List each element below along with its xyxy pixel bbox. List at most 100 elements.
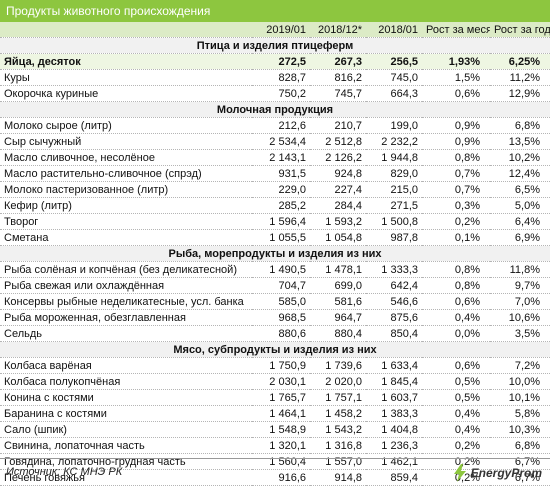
row-label: Свинина, лопаточная часть — [0, 437, 252, 454]
cell: 2 143,1 — [252, 149, 310, 166]
cell: 0,7% — [422, 181, 490, 198]
row-label: Рыба свежая или охлаждённая — [0, 277, 252, 294]
row-label: Печень говяжья — [0, 469, 252, 486]
cell: 10,0% — [490, 373, 550, 390]
data-row: Консервы рыбные неделикатесные, усл. бан… — [0, 293, 550, 310]
data-row: Молоко пастеризованное (литр) 229,0 227,4 2… — [0, 181, 550, 198]
cell: 664,3 — [366, 85, 422, 102]
cell: 7,2% — [490, 357, 550, 374]
section-row: Птица и изделия птицеферм — [0, 37, 550, 54]
cell: 284,4 — [310, 197, 366, 214]
data-row: Сыр сычужный 2 534,4 2 512,8 2 232,2 0,9% 13,… — [0, 133, 550, 150]
cell: 210,7 — [310, 117, 366, 134]
cell: 1 464,1 — [252, 405, 310, 422]
cell: 10,6% — [490, 309, 550, 326]
cell: 1 548,9 — [252, 421, 310, 438]
cell: 1 596,4 — [252, 213, 310, 230]
section-row: Молочная продукция — [0, 101, 550, 118]
section-title: Молочная продукция — [0, 101, 550, 118]
cell: 750,2 — [252, 85, 310, 102]
section-title: Рыба, морепродукты и изделия из них — [0, 245, 550, 262]
row-label: Окорочка куриные — [0, 85, 252, 102]
cell: 199,0 — [366, 117, 422, 134]
cell: 9,7% — [490, 277, 550, 294]
cell: 1 543,2 — [310, 421, 366, 438]
cell: 272,5 — [252, 53, 310, 70]
cell: 10,1% — [490, 389, 550, 406]
cell: 212,6 — [252, 117, 310, 134]
cell: 0,4% — [422, 405, 490, 422]
cell: 10,2% — [490, 149, 550, 166]
cell: 829,0 — [366, 165, 422, 182]
cell: 880,4 — [310, 325, 366, 342]
cell: 1 478,1 — [310, 261, 366, 278]
row-label: Рыба мороженная, обезглавленная — [0, 309, 252, 326]
cell: 0,6% — [422, 293, 490, 310]
section-row: Мясо, субпродукты и изделия из них — [0, 341, 550, 358]
cell: 6,8% — [490, 437, 550, 454]
cell: 1 765,7 — [252, 389, 310, 406]
cell: 0,2% — [422, 437, 490, 454]
cell: 6,4% — [490, 213, 550, 230]
row-label: Масло растительно-сливочное (спрэд) — [0, 165, 252, 182]
data-row: Рыба свежая или охлаждённая 704,7 699,0 642… — [0, 277, 550, 294]
data-row: Куры 828,7 816,2 745,0 1,5% 11,2% — [0, 69, 550, 86]
column-header: 2018/01 — [366, 22, 422, 38]
column-header: Рост за месяц — [422, 22, 490, 38]
cell: 267,3 — [310, 53, 366, 70]
row-label: Молоко пастеризованное (литр) — [0, 181, 252, 198]
cell: 0,8% — [422, 149, 490, 166]
cell: 1 316,8 — [310, 437, 366, 454]
cell: 1 404,8 — [366, 421, 422, 438]
data-row: Творог 1 596,4 1 593,2 1 500,8 0,2% 6,4% — [0, 213, 550, 230]
data-row: Сметана 1 055,5 1 054,8 987,8 0,1% 6,9% — [0, 229, 550, 246]
cell: 1 333,3 — [366, 261, 422, 278]
column-header: 2018/12* — [310, 22, 366, 38]
row-label: Сыр сычужный — [0, 133, 252, 150]
cell: 0,8% — [422, 261, 490, 278]
cell: 0,7% — [422, 165, 490, 182]
cell: 0,2% — [422, 213, 490, 230]
cell: 964,7 — [310, 309, 366, 326]
cell: 704,7 — [252, 277, 310, 294]
cell: 215,0 — [366, 181, 422, 198]
table-body: Птица и изделия птицеферм Яйца, десяток 27… — [0, 37, 550, 486]
cell: 0,1% — [422, 229, 490, 246]
cell: 875,6 — [366, 309, 422, 326]
logo-icon — [453, 464, 466, 482]
cell: 1 383,3 — [366, 405, 422, 422]
row-label: Молоко сырое (литр) — [0, 117, 252, 134]
row-label: Консервы рыбные неделикатесные, усл. бан… — [0, 293, 252, 310]
data-row: Печень говяжья 916,6 914,8 859,4 0,2% 6,7% — [0, 469, 550, 486]
cell: 0,5% — [422, 389, 490, 406]
cell: 0,8% — [422, 277, 490, 294]
cell: 1 757,1 — [310, 389, 366, 406]
row-label: Сало (шпик) — [0, 421, 252, 438]
data-row: Конина с костями 1 765,7 1 757,1 1 603,7 0,5… — [0, 389, 550, 406]
row-label: Куры — [0, 69, 252, 86]
cell: 1 633,4 — [366, 357, 422, 374]
cell: 916,6 — [252, 469, 310, 486]
cell: 229,0 — [252, 181, 310, 198]
cell: 1 320,1 — [252, 437, 310, 454]
cell: 924,8 — [310, 165, 366, 182]
cell: 285,2 — [252, 197, 310, 214]
section-row: Рыба, морепродукты и изделия из них — [0, 245, 550, 262]
cell: 0,4% — [422, 309, 490, 326]
section-title: Птица и изделия птицеферм — [0, 37, 550, 54]
row-label: Сельдь — [0, 325, 252, 342]
cell: 11,2% — [490, 69, 550, 86]
data-row: Колбаса варёная 1 750,9 1 739,6 1 633,4 0,6%… — [0, 357, 550, 374]
row-label: Яйца, десяток — [0, 53, 252, 70]
data-row: Свинина, лопаточная часть 1 320,1 1 316,8 1… — [0, 437, 550, 454]
cell: 1 236,3 — [366, 437, 422, 454]
cell: 1 944,8 — [366, 149, 422, 166]
data-row: Рыба мороженная, обезглавленная 968,5 964,… — [0, 309, 550, 326]
cell: 0,6% — [422, 85, 490, 102]
cell: 271,5 — [366, 197, 422, 214]
cell: 968,5 — [252, 309, 310, 326]
cell: 914,8 — [310, 469, 366, 486]
